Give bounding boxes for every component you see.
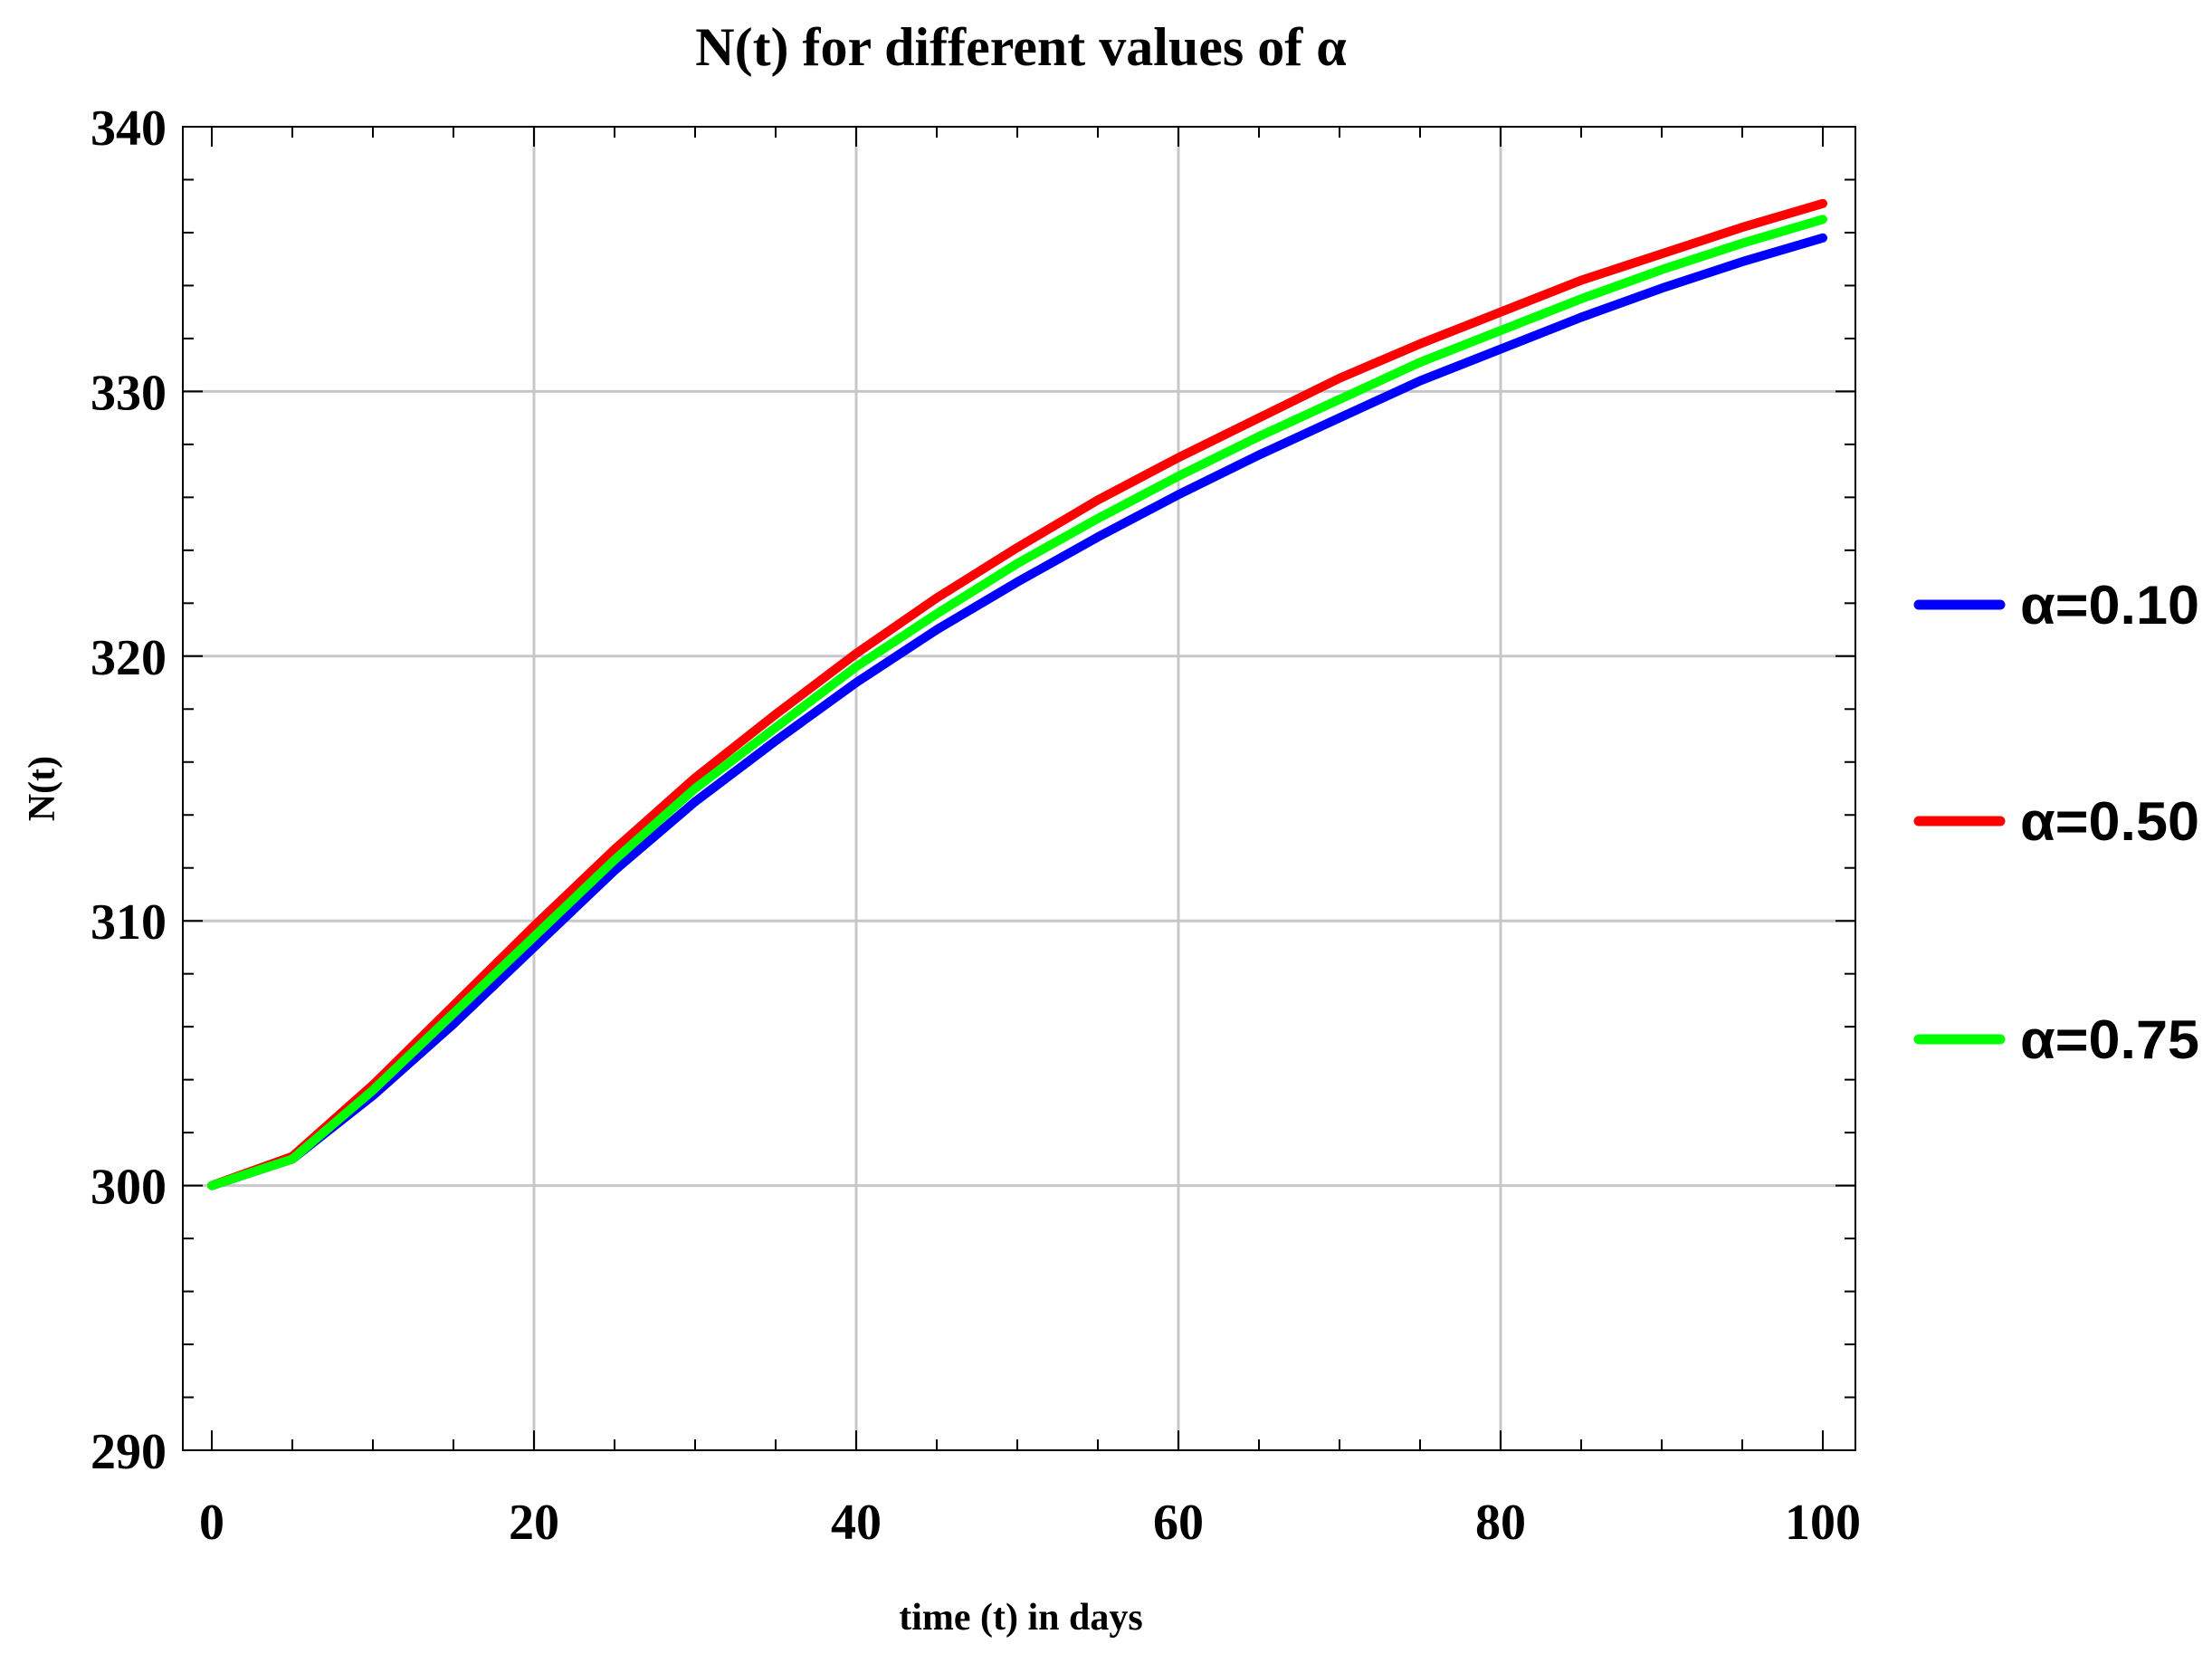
- chart-title: N(t) for different values of α: [695, 17, 1346, 77]
- y-tick-label: 290: [91, 1424, 167, 1480]
- axis-ticks: [183, 126, 1855, 1451]
- grid-lines: [183, 127, 1855, 1450]
- y-tick-label: 330: [91, 365, 167, 421]
- legend-label-3: α=0.75: [2020, 1009, 2199, 1070]
- x-axis-label: time (t) in days: [899, 1597, 1142, 1639]
- series-line-3: [207, 215, 1827, 1190]
- series-line-1: [207, 233, 1827, 1190]
- x-tick-label: 0: [199, 1495, 224, 1551]
- x-tick-label: 40: [831, 1495, 882, 1551]
- plot-frame: [182, 126, 1856, 1451]
- x-tick-label: 100: [1785, 1495, 1861, 1551]
- y-tick-label: 300: [91, 1160, 167, 1216]
- y-axis-label: N(t): [22, 756, 63, 821]
- series-line-2: [207, 198, 1827, 1190]
- x-tick-label: 20: [509, 1495, 559, 1551]
- legend-label-2: α=0.50: [2020, 791, 2199, 852]
- x-tick-label: 60: [1153, 1495, 1204, 1551]
- y-tick-label: 310: [91, 894, 167, 951]
- series-layer: [207, 198, 1827, 1190]
- x-tick-label: 80: [1475, 1495, 1526, 1551]
- legend-label-1: α=0.10: [2020, 575, 2199, 636]
- legend: α=0.10 α=0.50 α=0.75: [1913, 575, 2199, 1070]
- y-tick-label: 340: [91, 100, 167, 157]
- tick-labels: 0 20 40 60 80 100 290 300 310 320 330 340: [91, 100, 1861, 1551]
- y-tick-label: 320: [91, 630, 167, 686]
